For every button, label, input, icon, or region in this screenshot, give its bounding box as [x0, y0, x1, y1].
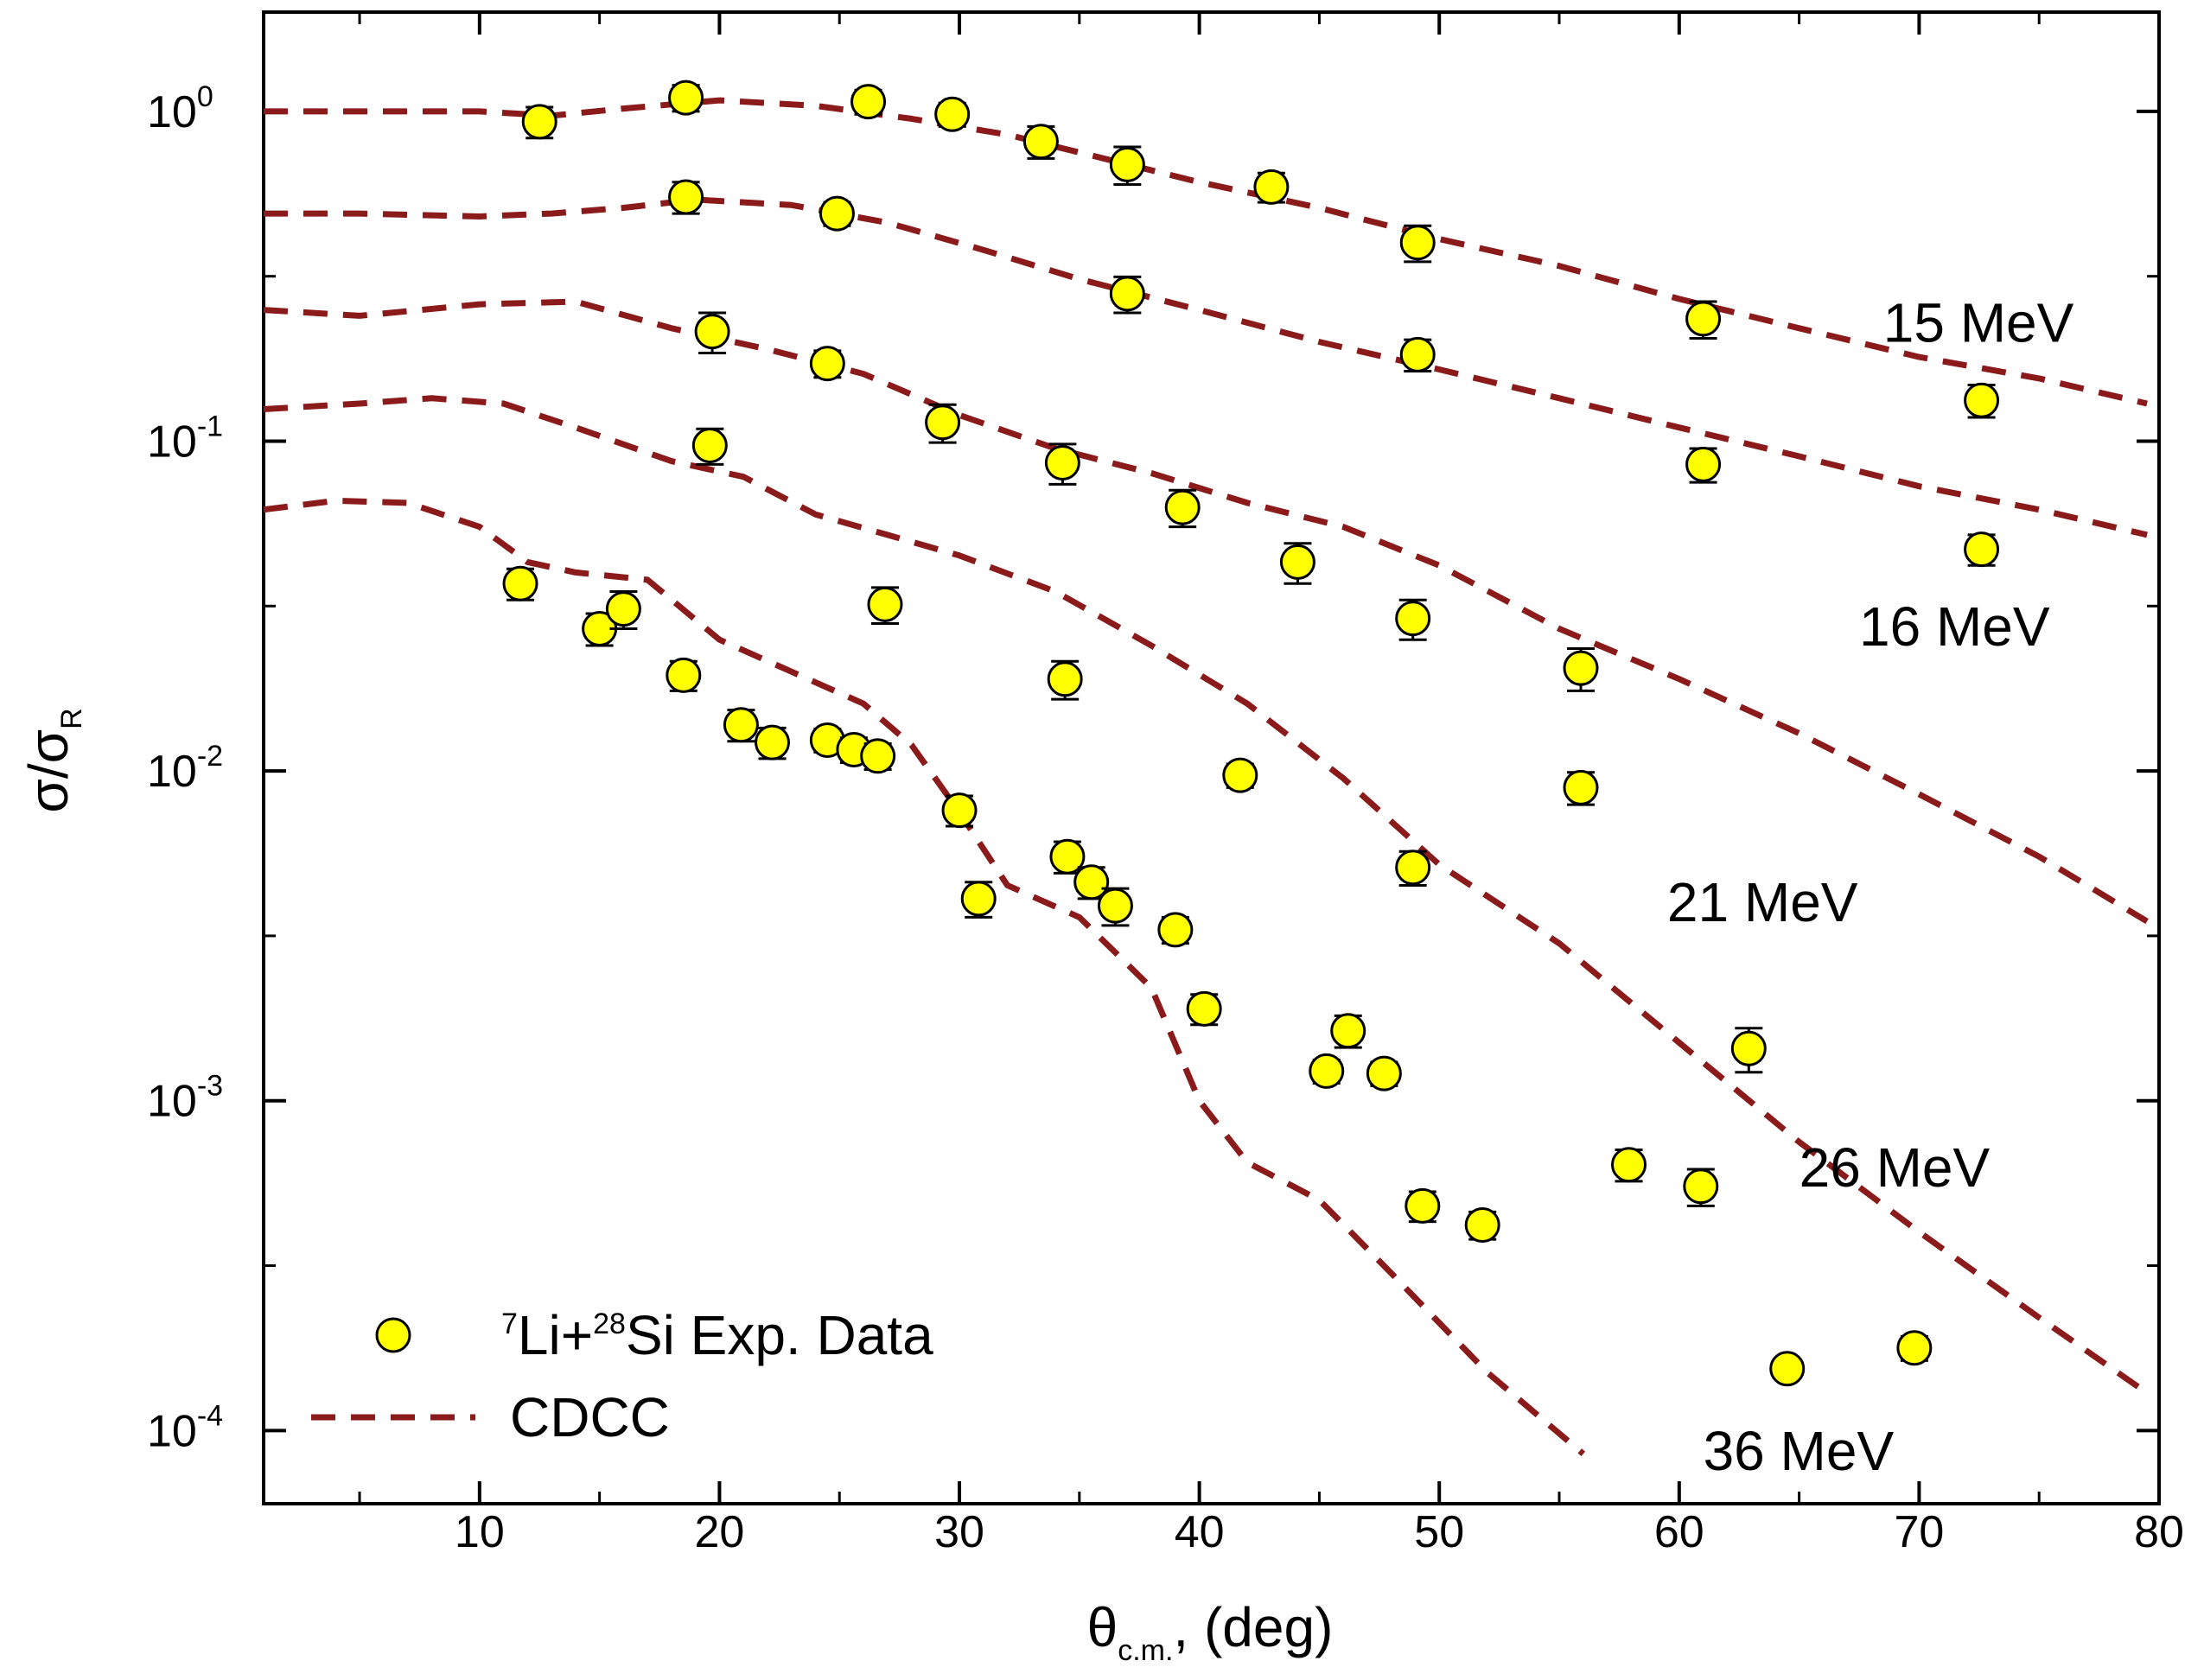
data-point: [1073, 864, 1110, 900]
y-tick-label: 10-4: [147, 1399, 223, 1456]
data-point: [755, 724, 791, 760]
legend-model-label: CDCC: [510, 1386, 670, 1448]
data-point: [1405, 1187, 1441, 1224]
axis-ticks: 10 20 30 40 50 60 70 80 100 10-1 10-2 10-3 10-4: [147, 12, 2184, 1557]
x-tick-label: 40: [1175, 1507, 1225, 1557]
data-point: [1309, 1053, 1345, 1089]
legend-data-label: 7Li+28Si Exp. Data: [501, 1304, 933, 1366]
y-tick-label: 10-2: [147, 740, 223, 797]
data-point: [1186, 990, 1222, 1027]
data-point: [1049, 838, 1086, 875]
legend: 7Li+28Si Exp. Data CDCC: [311, 1304, 933, 1448]
data-point: [1683, 1168, 1719, 1205]
cdcc-curve: [264, 97, 2148, 407]
legend-marker-icon: [375, 1317, 411, 1353]
data-point: [934, 96, 971, 132]
data-point: [502, 565, 538, 601]
energy-label: 36 MeV: [1704, 1420, 1895, 1482]
data-points: [502, 80, 2000, 1387]
data-point: [860, 738, 896, 774]
data-point: [867, 586, 903, 622]
data-point: [1395, 850, 1431, 886]
plot-frame: [262, 10, 2161, 1505]
x-tick-label: 20: [695, 1507, 745, 1557]
cdcc-curve: [263, 497, 1586, 1456]
data-point: [1730, 1030, 1767, 1066]
energy-label: 16 MeV: [1859, 595, 2050, 658]
cdcc-curve: [264, 196, 2148, 538]
data-point: [1157, 912, 1194, 948]
data-point: [1330, 1013, 1366, 1049]
data-point: [1366, 1055, 1402, 1091]
energy-label: 15 MeV: [1883, 292, 2074, 354]
data-point: [819, 195, 855, 232]
data-point: [666, 657, 702, 693]
data-point: [1097, 888, 1133, 924]
data-point: [1022, 124, 1059, 160]
data-point: [1253, 169, 1290, 205]
data-point: [850, 84, 887, 120]
data-point: [1896, 1330, 1933, 1366]
x-tick-label: 80: [2134, 1507, 2184, 1557]
cdcc-curve: [263, 298, 2149, 925]
y-tick-label: 10-1: [147, 410, 223, 467]
data-point: [1685, 301, 1722, 337]
data-point: [1964, 382, 2000, 418]
data-point: [605, 591, 641, 627]
cdcc-curves: [263, 97, 2150, 1456]
data-point: [1464, 1206, 1500, 1243]
data-point: [1685, 446, 1722, 482]
x-tick-label: 60: [1654, 1507, 1704, 1557]
data-point: [1109, 146, 1145, 182]
data-point: [521, 104, 557, 140]
x-tick-label: 50: [1414, 1507, 1464, 1557]
data-point: [691, 428, 728, 464]
energy-label: 21 MeV: [1667, 871, 1858, 933]
y-tick-label: 100: [147, 80, 213, 137]
data-point: [1044, 444, 1080, 480]
data-point: [1164, 489, 1201, 525]
data-point: [1399, 336, 1436, 372]
data-point: [1399, 225, 1436, 261]
data-point: [668, 80, 704, 116]
x-tick-label: 70: [1894, 1507, 1944, 1557]
data-point: [925, 404, 961, 441]
data-point: [1769, 1351, 1806, 1387]
data-point: [1279, 544, 1315, 580]
data-point: [694, 314, 730, 350]
data-point: [1222, 757, 1258, 793]
x-tick-label: 30: [934, 1507, 984, 1557]
energy-label: 26 MeV: [1800, 1136, 1991, 1199]
data-point: [1563, 769, 1599, 805]
data-point: [960, 881, 997, 917]
x-tick-label: 10: [455, 1507, 505, 1557]
data-point: [1964, 531, 2000, 568]
y-tick-label: 10-3: [147, 1070, 223, 1127]
data-point: [1047, 661, 1083, 697]
y-axis-label: σ/σR: [17, 708, 88, 812]
data-point: [1395, 601, 1431, 637]
data-point: [668, 179, 704, 215]
data-point: [1563, 650, 1599, 686]
data-point: [1109, 276, 1145, 312]
data-point: [723, 707, 759, 743]
x-axis-label: θc.m., (deg): [1087, 1596, 1334, 1667]
data-point: [809, 346, 845, 382]
data-point: [941, 792, 978, 829]
data-point: [1611, 1147, 1647, 1183]
cdcc-curve: [263, 395, 2150, 1396]
energy-labels: 15 MeV 16 MeV 21 MeV 26 MeV 36 MeV: [1667, 292, 2074, 1482]
